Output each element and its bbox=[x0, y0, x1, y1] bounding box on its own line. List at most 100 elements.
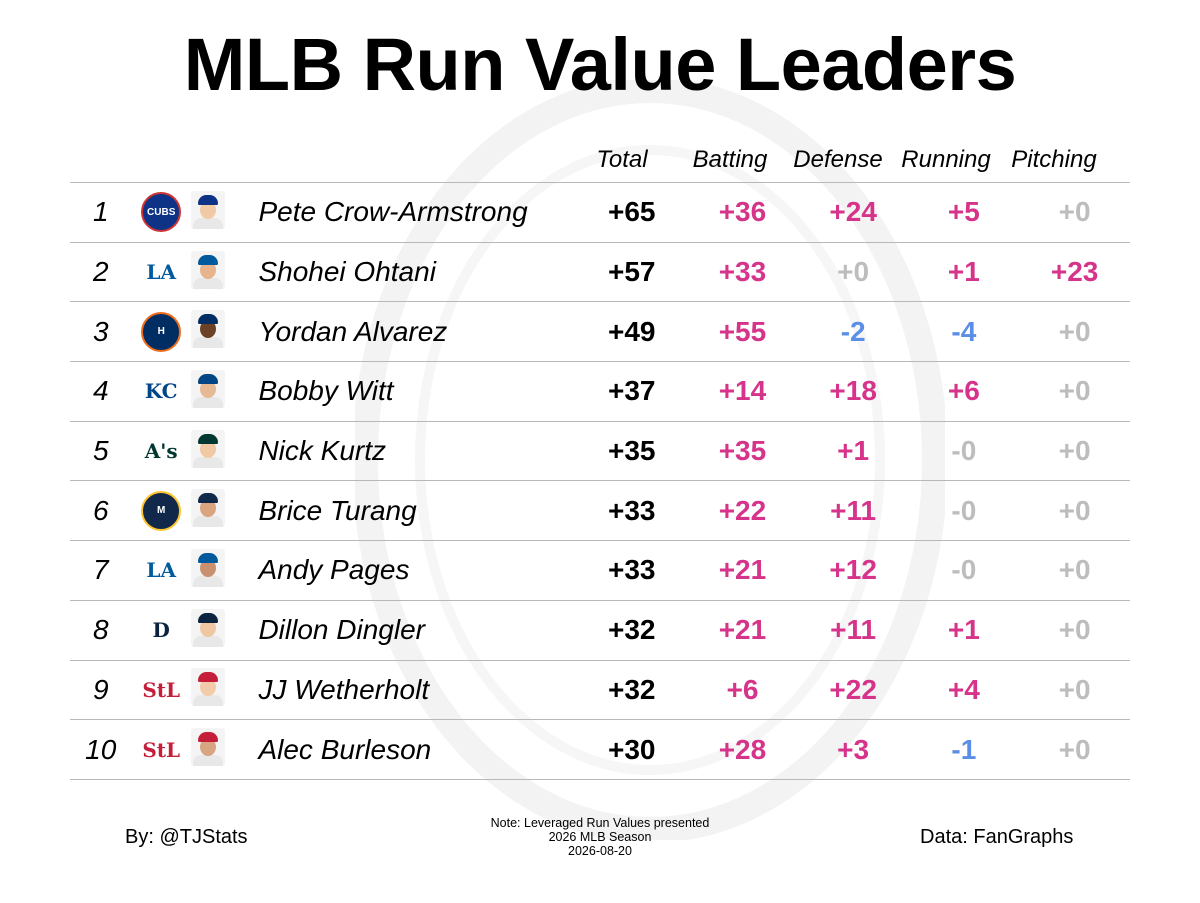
team-logo-cell: LA bbox=[131, 540, 191, 601]
defense-value: +18 bbox=[797, 361, 909, 422]
defense-value: -2 bbox=[797, 301, 909, 362]
total-value: +35 bbox=[576, 420, 688, 481]
total-value: +49 bbox=[576, 301, 688, 362]
batting-value: +36 bbox=[687, 182, 798, 243]
rank-cell: 2 bbox=[70, 241, 132, 302]
team-logo-cell: D bbox=[131, 599, 191, 660]
total-value: +33 bbox=[576, 480, 688, 541]
player-name: Brice Turang bbox=[252, 480, 577, 541]
batting-value: +21 bbox=[687, 540, 798, 601]
tigers-logo-icon: D bbox=[152, 618, 170, 643]
running-value: -0 bbox=[908, 540, 1020, 601]
running-value: -1 bbox=[908, 719, 1020, 780]
running-value: +1 bbox=[908, 241, 1020, 302]
footer-notes: Note: Leveraged Run Values presented 202… bbox=[450, 816, 750, 858]
cardinals-logo-icon: StL bbox=[142, 677, 181, 702]
headshot-cell bbox=[190, 301, 253, 362]
player-headshot-icon bbox=[190, 728, 225, 767]
rank-cell: 3 bbox=[70, 301, 132, 362]
brewers-logo-icon: M bbox=[141, 490, 182, 531]
cubs-logo-icon: CUBS bbox=[141, 192, 182, 233]
table-row: 8 D Dillon Dingler +32 +21 +11 +1 +0 bbox=[70, 599, 1130, 660]
player-headshot-icon bbox=[190, 608, 225, 647]
pitching-value: +23 bbox=[1019, 241, 1130, 302]
table-row: 5 A's Nick Kurtz +35 +35 +1 -0 +0 bbox=[70, 420, 1130, 481]
defense-value: +12 bbox=[797, 540, 909, 601]
headshot-cell bbox=[190, 361, 253, 422]
player-name: Shohei Ohtani bbox=[252, 241, 577, 302]
pitching-value: +0 bbox=[1019, 361, 1130, 422]
column-header-running: Running bbox=[901, 146, 991, 173]
batting-value: +22 bbox=[687, 480, 798, 541]
pitching-value: +0 bbox=[1019, 420, 1130, 481]
player-headshot-icon bbox=[190, 489, 225, 528]
author-credit: By: @TJStats bbox=[125, 826, 248, 848]
defense-value: +1 bbox=[797, 420, 909, 481]
total-value: +33 bbox=[576, 540, 688, 601]
batting-value: +21 bbox=[687, 599, 798, 660]
dodgers-logo-icon: LA bbox=[146, 260, 177, 285]
player-name: Alec Burleson bbox=[252, 719, 577, 780]
headshot-cell bbox=[190, 599, 253, 660]
team-logo-cell: CUBS bbox=[131, 182, 191, 243]
chart-title: MLB Run Value Leaders bbox=[183, 23, 1017, 106]
royals-logo-icon: KC bbox=[144, 379, 178, 404]
player-headshot-icon bbox=[190, 429, 225, 468]
pitching-value: +0 bbox=[1019, 719, 1130, 780]
rank-cell: 7 bbox=[70, 540, 132, 601]
total-value: +32 bbox=[576, 659, 688, 720]
total-value: +30 bbox=[576, 719, 688, 780]
table-row: 1 CUBS Pete Crow-Armstrong +65 +36 +24 +5 +0 bbox=[70, 182, 1130, 243]
date-text: 2026-08-20 bbox=[568, 844, 632, 858]
rank-cell: 9 bbox=[70, 659, 132, 720]
defense-value: +0 bbox=[797, 241, 909, 302]
player-headshot-icon bbox=[190, 250, 225, 289]
rank-cell: 1 bbox=[70, 182, 132, 243]
headshot-cell bbox=[190, 540, 253, 601]
running-value: +1 bbox=[908, 599, 1020, 660]
column-header-defense: Defense bbox=[793, 146, 883, 173]
total-value: +65 bbox=[576, 182, 688, 243]
total-value: +57 bbox=[576, 241, 688, 302]
table-row: 6 M Brice Turang +33 +22 +11 -0 +0 bbox=[70, 480, 1130, 541]
rank-cell: 6 bbox=[70, 480, 132, 541]
team-logo-cell: H bbox=[131, 301, 191, 362]
player-name: Dillon Dingler bbox=[252, 599, 577, 660]
pitching-value: +0 bbox=[1019, 480, 1130, 541]
defense-value: +24 bbox=[797, 182, 909, 243]
season-text: 2026 MLB Season bbox=[548, 830, 652, 844]
running-value: -4 bbox=[908, 301, 1020, 362]
running-value: +6 bbox=[908, 361, 1020, 422]
pitching-value: +0 bbox=[1019, 182, 1130, 243]
headshot-cell bbox=[190, 182, 253, 243]
pitching-value: +0 bbox=[1019, 540, 1130, 601]
player-name: Andy Pages bbox=[252, 540, 577, 601]
running-value: -0 bbox=[908, 420, 1020, 481]
running-value: -0 bbox=[908, 480, 1020, 541]
player-name: Bobby Witt bbox=[252, 361, 577, 422]
team-logo-cell: StL bbox=[131, 659, 191, 720]
batting-value: +14 bbox=[687, 361, 798, 422]
team-logo-cell: LA bbox=[131, 241, 191, 302]
astros-logo-icon: H bbox=[141, 311, 182, 352]
total-value: +37 bbox=[576, 361, 688, 422]
table-row: 2 LA Shohei Ohtani +57 +33 +0 +1 +23 bbox=[70, 241, 1130, 302]
table-row: 7 LA Andy Pages +33 +21 +12 -0 +0 bbox=[70, 540, 1130, 601]
team-logo-cell: StL bbox=[131, 719, 191, 780]
team-logo-cell: KC bbox=[131, 361, 191, 422]
running-value: +4 bbox=[908, 659, 1020, 720]
batting-value: +35 bbox=[687, 420, 798, 481]
team-logo-cell: M bbox=[131, 480, 191, 541]
player-headshot-icon bbox=[190, 190, 225, 229]
headshot-cell bbox=[190, 659, 253, 720]
pitching-value: +0 bbox=[1019, 301, 1130, 362]
rank-cell: 8 bbox=[70, 599, 132, 660]
player-name: Nick Kurtz bbox=[252, 420, 577, 481]
player-name: Pete Crow-Armstrong bbox=[252, 182, 577, 243]
batting-value: +28 bbox=[687, 719, 798, 780]
batting-value: +55 bbox=[687, 301, 798, 362]
headshot-cell bbox=[190, 241, 253, 302]
column-header-batting: Batting bbox=[692, 146, 768, 173]
dodgers-logo-icon: LA bbox=[146, 558, 177, 583]
batting-value: +33 bbox=[687, 241, 798, 302]
